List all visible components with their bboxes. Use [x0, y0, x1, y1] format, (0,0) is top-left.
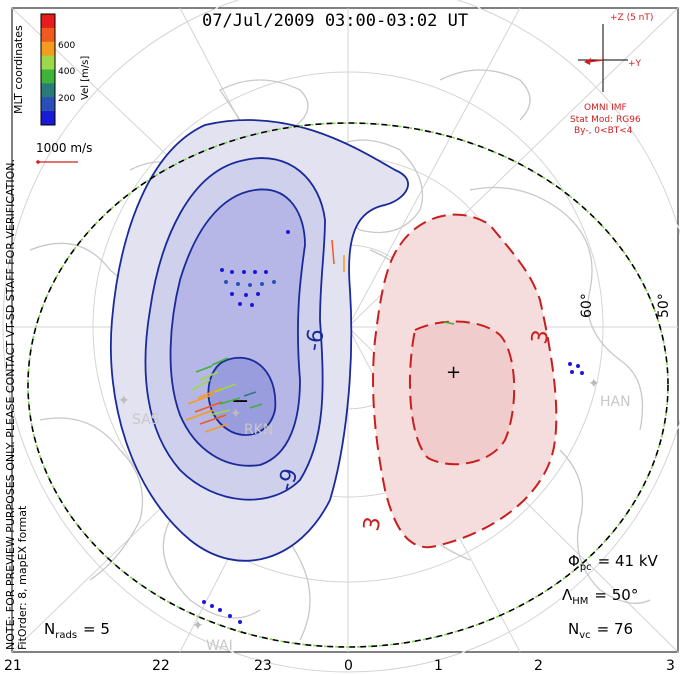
colorbar-label: Vel [m/s]	[80, 56, 91, 100]
radar-site-sas: SAS	[132, 412, 160, 428]
velocity-colorbar	[40, 13, 56, 126]
preview-note: NOTE: FOR PREVIEW PURPOSES ONLY. PLEASE …	[4, 159, 17, 650]
radar-site-rkn: RKN	[244, 422, 273, 438]
nrads-subscript: rads	[55, 630, 77, 641]
stat-phi-pc: Φpc = 41 kV	[568, 552, 659, 573]
velocity-vectors-han	[568, 362, 584, 375]
imf-source: OMNI IMF	[584, 103, 627, 113]
fit-order-note: FitOrder: 8, mapEX format	[16, 505, 29, 650]
heppner-maynard-boundary-green	[27, 122, 669, 648]
imf-conditions: By-, 0<BT<4	[574, 126, 633, 136]
colorbar-segment	[41, 69, 55, 84]
colorbar-segment	[41, 27, 55, 43]
velocity-vectors-sas	[220, 230, 290, 307]
pos-contour-inner	[408, 320, 516, 466]
colorbar-segment	[41, 41, 55, 57]
phi-symbol: Φ	[568, 552, 580, 570]
nvc-subscript: vc	[579, 630, 590, 641]
imf-clock	[578, 24, 628, 92]
nvc-value: = 76	[597, 620, 633, 638]
colorbar-segment	[41, 83, 55, 98]
svg-text:Φpc= 41 kV: Φpc = 41 kV	[568, 552, 659, 573]
velocity-vectors-wai	[202, 600, 242, 624]
mlt-tick-3: 3	[666, 658, 675, 674]
contour-label-pos-3-right: 3	[527, 328, 554, 346]
mlt-tick-0: 0	[344, 658, 353, 674]
mlt-tick-22: 22	[152, 658, 170, 674]
mlt-tick-23: 23	[254, 658, 272, 674]
lambda-symbol: Λ	[562, 586, 573, 604]
colorbar-tick-400: 400	[58, 67, 75, 77]
imf-z-label: +Z (5 nT)	[610, 13, 653, 23]
velocity-vectors-noon	[331, 239, 455, 325]
lambda-value: = 50°	[594, 586, 638, 604]
phi-subscript: pc	[580, 562, 592, 573]
lambda-subscript: HM	[572, 596, 588, 607]
nrads-symbol: N	[44, 620, 55, 638]
velocity-scale-dot	[36, 160, 40, 164]
colorbar-tick-200: 200	[58, 94, 75, 104]
colorbar-segment	[41, 55, 55, 70]
stat-n-vc: Nvc = 76	[568, 620, 633, 641]
radar-marker-sas: ✦	[118, 393, 130, 409]
stat-lambda-hm: ΛHM = 50°	[562, 586, 638, 607]
colorbar-segment	[41, 14, 55, 29]
radar-site-han: HAN	[600, 394, 631, 410]
colorbar-tick-600: 600	[58, 41, 75, 51]
radar-marker-wai: ✦	[192, 618, 204, 634]
negative-cell: -6 -9 −	[109, 119, 409, 562]
radar-site-wai: WAI	[206, 638, 233, 654]
svg-text:Nrads= 5: Nrads = 5	[44, 620, 110, 641]
contour-label-neg-6: -6	[301, 327, 329, 353]
mlt-tick-21: 21	[4, 658, 22, 674]
radar-marker-rkn: ✦	[230, 406, 242, 422]
velocity-vectors-rkn	[185, 357, 263, 433]
positive-cell: 3 3 +	[359, 213, 558, 549]
velocity-scale-label: 1000 m/s	[36, 141, 92, 155]
potential-maximum-marker: +	[446, 362, 461, 383]
radar-sites: SAS RKN HAN WAI ✦ ✦ ✦ ✦	[118, 376, 631, 654]
stat-n-rads: Nrads = 5	[44, 620, 110, 641]
coordinates-label: MLT coordinates	[12, 25, 25, 114]
latitude-label-50: 50°	[656, 293, 672, 318]
mlt-tick-2: 2	[534, 658, 543, 674]
nrads-value: = 5	[83, 620, 110, 638]
colorbar-border	[40, 13, 56, 126]
latitude-label-60: 60°	[579, 293, 595, 318]
svg-text:Nvc= 76: Nvc = 76	[568, 620, 633, 641]
imf-model: Stat Mod: RG96	[570, 115, 641, 125]
imf-y-label: +Y	[628, 59, 642, 69]
nvc-symbol: N	[568, 620, 579, 638]
colorbar-segment	[41, 111, 55, 126]
phi-value: = 41 kV	[598, 552, 659, 570]
map-title: 07/Jul/2009 03:00-03:02 UT	[202, 11, 468, 31]
contour-label-pos-3-bottom: 3	[359, 515, 386, 533]
svg-text:ΛHM= 50°: ΛHM = 50°	[562, 586, 638, 607]
colorbar-segment	[41, 97, 55, 112]
mlt-tick-1: 1	[434, 658, 443, 674]
radar-marker-han: ✦	[588, 376, 600, 392]
